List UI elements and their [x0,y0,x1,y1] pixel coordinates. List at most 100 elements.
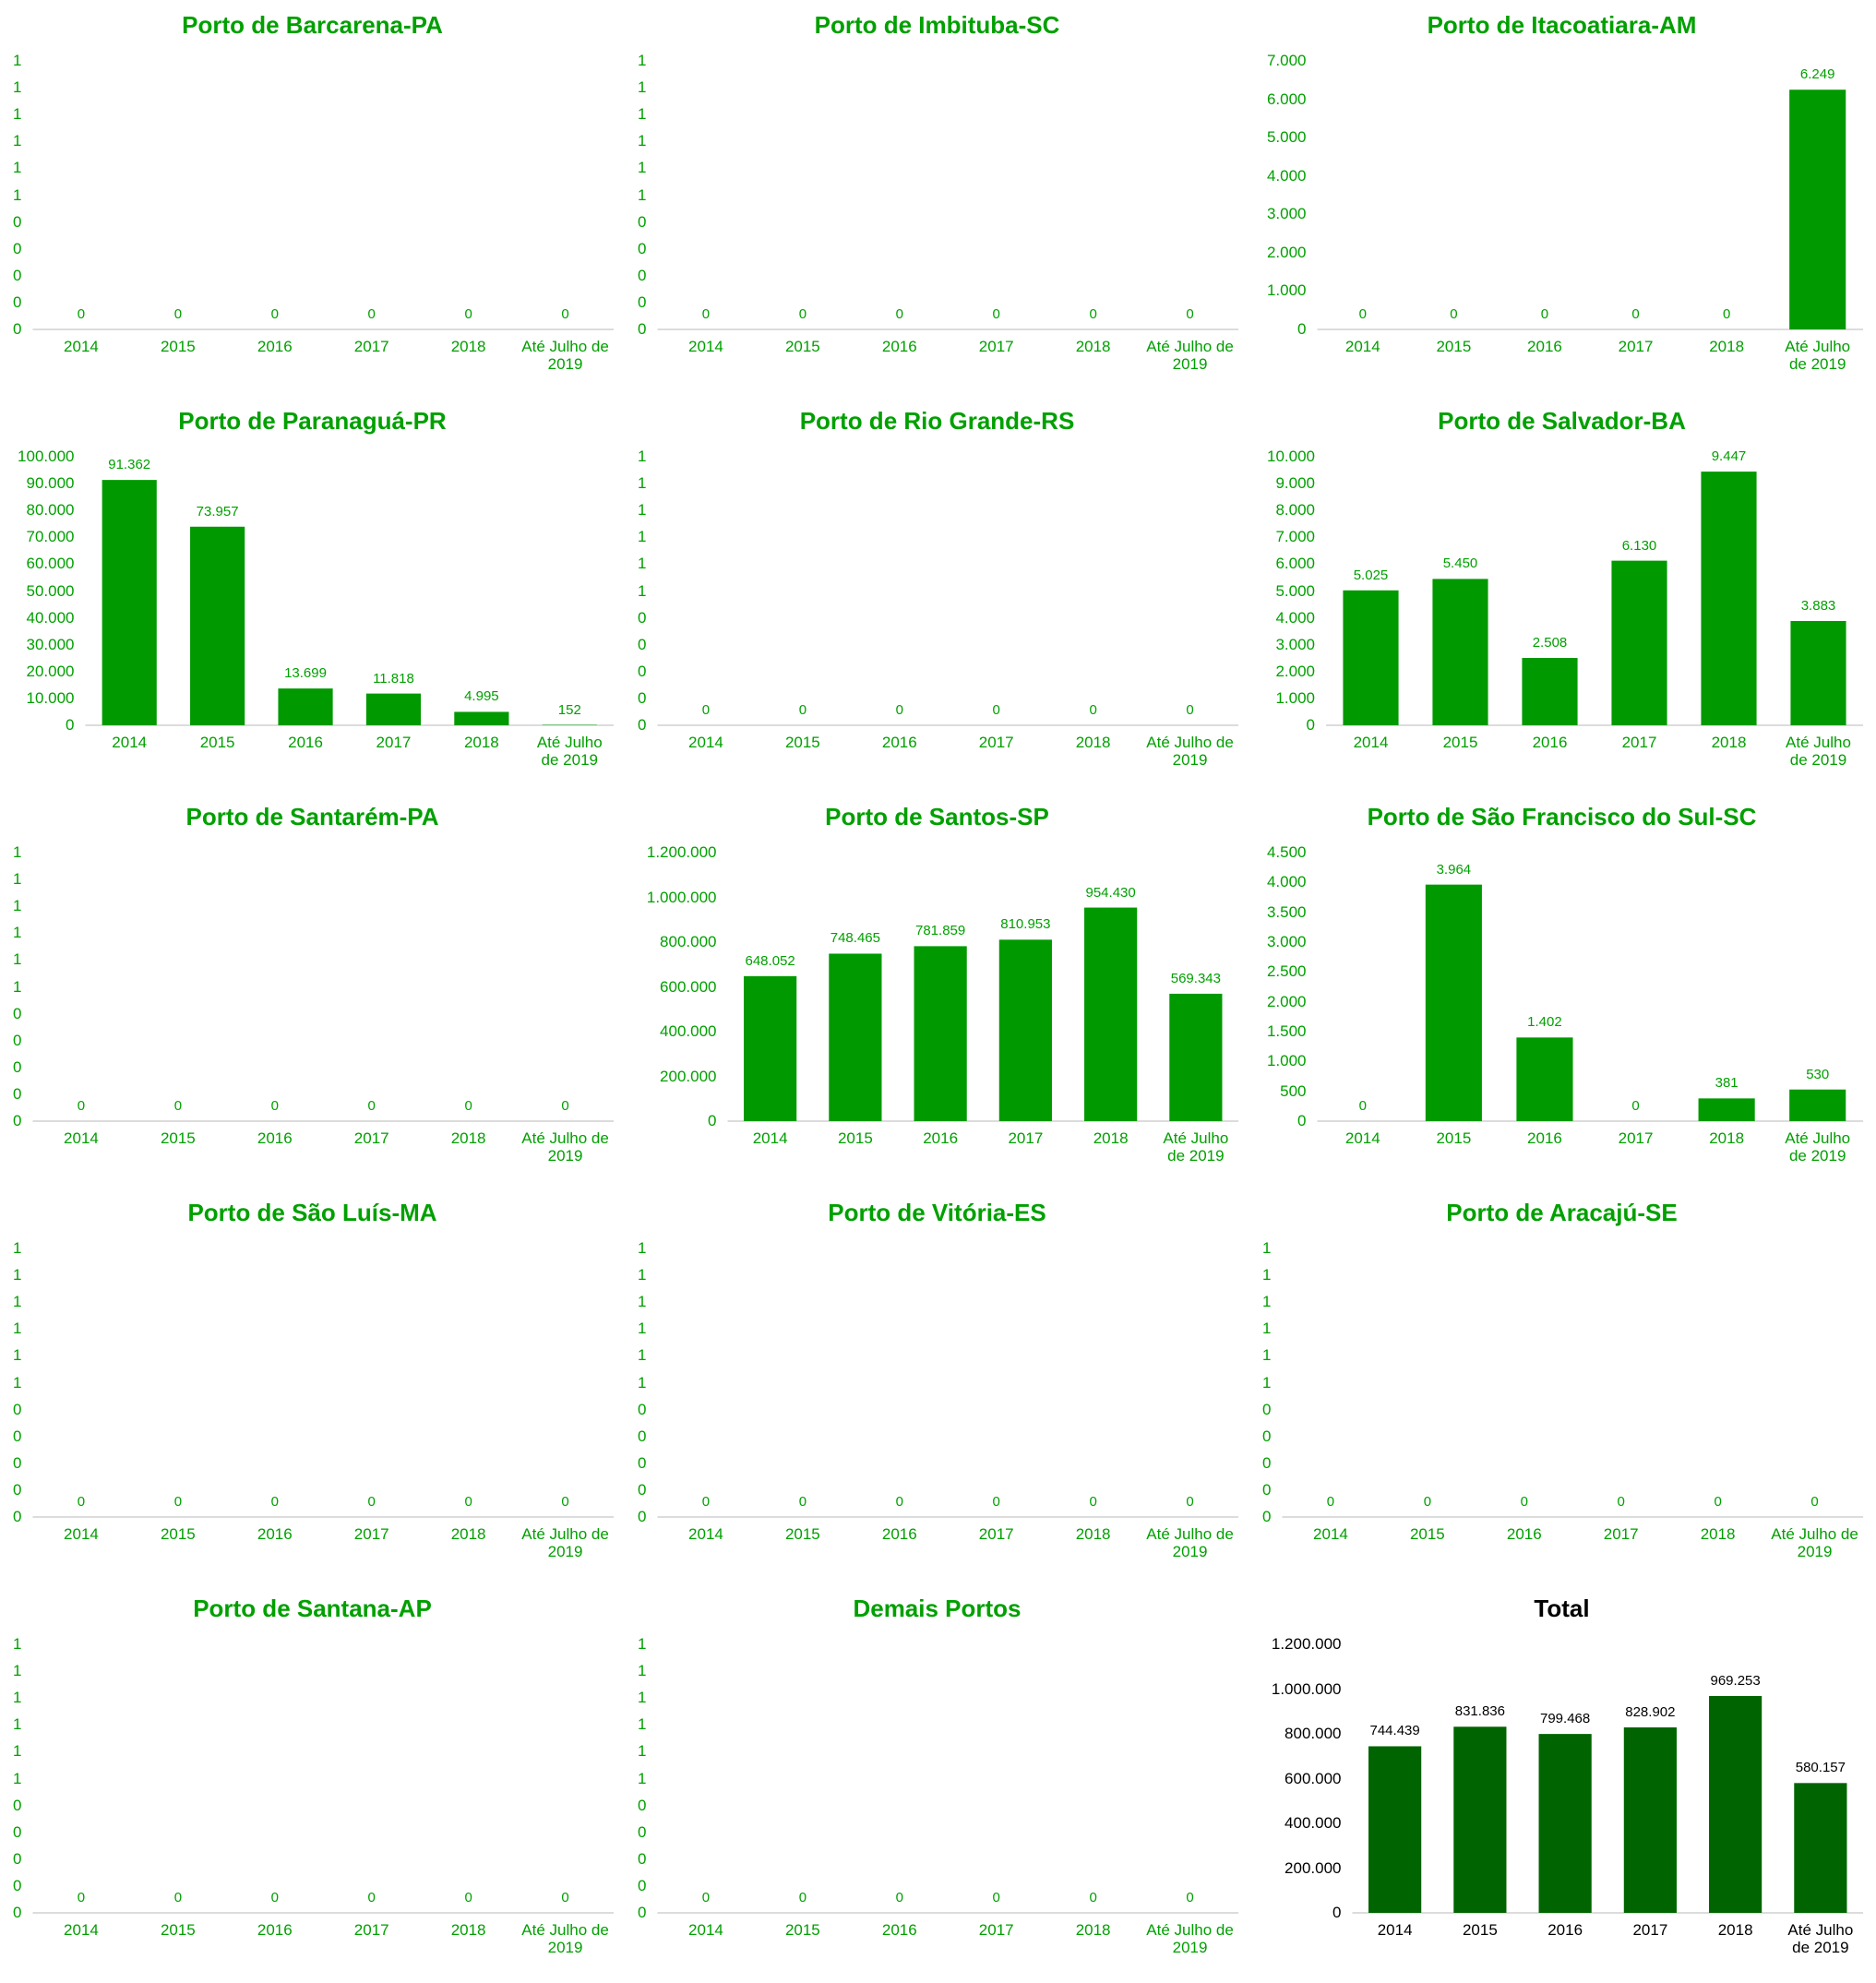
y-tick-label: 0 [1262,1480,1272,1499]
bar [1425,884,1482,1121]
data-label: 0 [270,1890,279,1905]
data-label: 0 [1423,1494,1432,1510]
y-tick-label: 3.000 [1266,205,1307,223]
y-tick-label: 1 [638,448,647,465]
y-tick-label: 0 [13,1876,22,1894]
y-tick-label: 1 [638,555,647,573]
y-tick-label: 1 [13,950,22,969]
x-tick-label: 2015 [837,1129,873,1147]
data-label: 0 [561,306,569,322]
y-tick-label: 1 [13,977,22,996]
y-tick-label: 0 [1297,320,1307,338]
y-tick-label: 1 [638,78,647,97]
x-tick-label: 2017 [1621,734,1657,751]
y-tick-label: 0 [638,239,647,257]
data-label: 0 [464,1890,472,1905]
x-tick-label: 2014 [1344,338,1380,355]
y-tick-label: 1 [638,52,647,69]
x-tick-label: Até Julho de 2019 [521,338,609,373]
chart-title: Porto de Vitória-ES [828,1199,1046,1226]
bar [1789,1089,1846,1121]
data-label: 1.402 [1527,1014,1562,1031]
y-tick-label: 0 [13,266,22,284]
bar [1522,658,1578,725]
x-tick-label: 2015 [1442,734,1478,751]
y-tick-label: 0 [638,1427,647,1445]
data-label: 0 [464,1494,472,1510]
x-tick-label: 2018 [1075,338,1111,355]
data-label: 0 [798,702,807,718]
data-label: 0 [895,1494,903,1510]
plot [657,329,1238,330]
y-tick-label: 100.000 [18,448,75,465]
bar [1169,993,1223,1121]
y-tick-label: 4.500 [1266,843,1307,861]
y-tick-label: 50.000 [26,581,75,600]
x-tick-label: Até Julho de 2019 [521,1129,609,1165]
chart: Porto de Rio Grande-RS 0 0 0 0 0 1 1 1 1 1 1 2014 0 20… [625,396,1249,792]
data-label: 954.430 [1085,884,1136,901]
bar [829,953,882,1121]
x-tick-label: 2017 [376,734,412,751]
y-tick-label: 600.000 [660,977,717,996]
plot [1352,1695,1863,1914]
y-tick-label: 7.000 [1275,528,1315,546]
data-label: 0 [367,1098,376,1114]
x-tick-label: 2018 [1709,1129,1745,1147]
y-tick-label: 0 [638,1904,647,1921]
y-tick-label: 1 [13,132,22,150]
y-tick-label: 1 [1262,1239,1272,1257]
y-tick-label: 1.500 [1266,1022,1307,1040]
x-tick-label: 2015 [1462,1921,1498,1939]
y-tick-label: 0 [638,1796,647,1814]
data-label: 0 [77,1098,86,1114]
y-tick-label: 80.000 [26,501,75,520]
x-tick-label: 2016 [1547,1921,1583,1939]
plot [32,1120,614,1122]
data-label: 744.439 [1369,1723,1420,1739]
data-label: 0 [464,1098,472,1114]
x-tick-label: 2018 [1709,338,1745,355]
y-tick-label: 5.000 [1266,128,1307,147]
y-tick-label: 1 [638,132,647,150]
chart: Demais Portos 0 0 0 0 0 1 1 1 1 1 1 2014 0 2015 0 2016 0 2… [625,1583,1249,1979]
y-tick-label: 1 [638,1635,647,1653]
data-label: 0 [895,306,903,322]
y-tick-label: 1 [13,1689,22,1707]
y-tick-label: 0 [13,293,22,311]
data-label: 0 [1540,306,1549,322]
data-label: 799.468 [1540,1711,1591,1727]
x-tick-label: 2018 [1075,734,1111,751]
y-tick-label: 600.000 [1285,1769,1342,1787]
chart-title: Porto de São Francisco do Sul-SC [1367,803,1757,830]
data-label: 381 [1715,1075,1739,1092]
y-tick-label: 500 [1280,1081,1307,1100]
bar [278,688,333,725]
x-tick-label: Até Julho de 2019 [1146,734,1234,769]
data-label: 0 [798,306,807,322]
bar [1623,1726,1677,1913]
y-tick-label: 1 [1262,1320,1272,1338]
y-tick-label: 1.000.000 [1271,1679,1342,1698]
data-label: 0 [1186,1494,1194,1510]
x-tick-label: 2014 [752,1129,788,1147]
y-tick-label: 4.000 [1275,608,1315,627]
chart-title: Porto de Itacoatiara-AM [1427,11,1697,39]
y-tick-label: 0 [13,1084,22,1103]
y-tick-label: 0 [13,1400,22,1418]
data-label: 13.699 [284,665,327,682]
x-tick-label: 2018 [463,734,499,751]
y-tick-label: 1 [13,1769,22,1787]
x-tick-label: 2016 [881,734,917,751]
y-tick-label: 1 [13,1239,22,1257]
x-tick-label: 2018 [1075,1921,1111,1939]
x-tick-label: 2015 [160,1129,196,1147]
data-label: 152 [557,701,581,718]
y-tick-label: 0 [1262,1400,1272,1418]
y-tick-label: 0 [1297,1112,1307,1129]
x-tick-label: 2015 [784,338,820,355]
y-tick-label: 0 [1262,1453,1272,1472]
x-tick-label: 2018 [450,1525,486,1543]
x-tick-label: 2014 [1353,734,1389,751]
data-label: 3.883 [1800,598,1836,614]
